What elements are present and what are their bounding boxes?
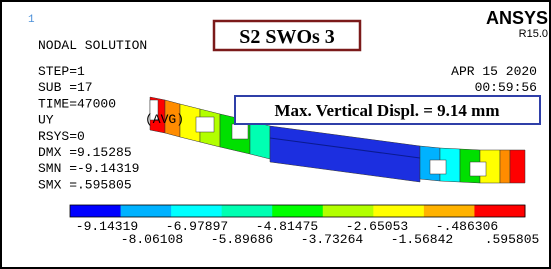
info-line: DMX =9.15285 [38, 145, 132, 160]
release: R15.0 [519, 28, 548, 40]
info-line: RSYS=0 [38, 129, 85, 144]
legend-band [70, 205, 121, 217]
legend-band [121, 205, 172, 217]
beam-opening [196, 117, 214, 132]
avg-note: (AVG) [145, 112, 184, 127]
beam-segment [250, 121, 270, 159]
beam-opening [430, 160, 446, 174]
model-label: S2 SWOs 3 [239, 26, 335, 48]
legend-band [171, 205, 222, 217]
beam-opening [470, 162, 486, 176]
info-line: SMN =-9.14319 [38, 161, 139, 176]
info-line: SMX =.595805 [38, 177, 132, 192]
legend-label: -5.89686 [211, 232, 273, 247]
legend-band [424, 205, 475, 217]
beam-segment [510, 150, 525, 183]
info-line: UY [38, 113, 54, 128]
legend-band [272, 205, 323, 217]
legend-label: -8.06108 [121, 232, 183, 247]
plot-title: NODAL SOLUTION [38, 38, 147, 53]
brand: ANSYS [486, 8, 548, 28]
annotation: Max. Vertical Displ. = 9.14 mm [274, 101, 499, 120]
window-number: 1 [28, 14, 35, 26]
time: 00:59:56 [475, 80, 537, 95]
date: APR 15 2020 [451, 64, 537, 79]
beam-opening [232, 124, 248, 139]
info-line: STEP=1 [38, 64, 85, 79]
legend-label: -3.73264 [301, 232, 364, 247]
beam-segment [500, 150, 510, 183]
legend-band [373, 205, 424, 217]
ansys-result: 1 NODAL SOLUTION S2 SWOs 3 ANSYS R15.0 S… [0, 0, 551, 269]
info-line: SUB =17 [38, 80, 93, 95]
legend-label: -1.56842 [391, 232, 453, 247]
info-line: TIME=47000 [38, 96, 116, 111]
legend-band [323, 205, 374, 217]
legend-band [474, 205, 525, 217]
legend-label: .595805 [485, 232, 540, 247]
legend-band [222, 205, 273, 217]
